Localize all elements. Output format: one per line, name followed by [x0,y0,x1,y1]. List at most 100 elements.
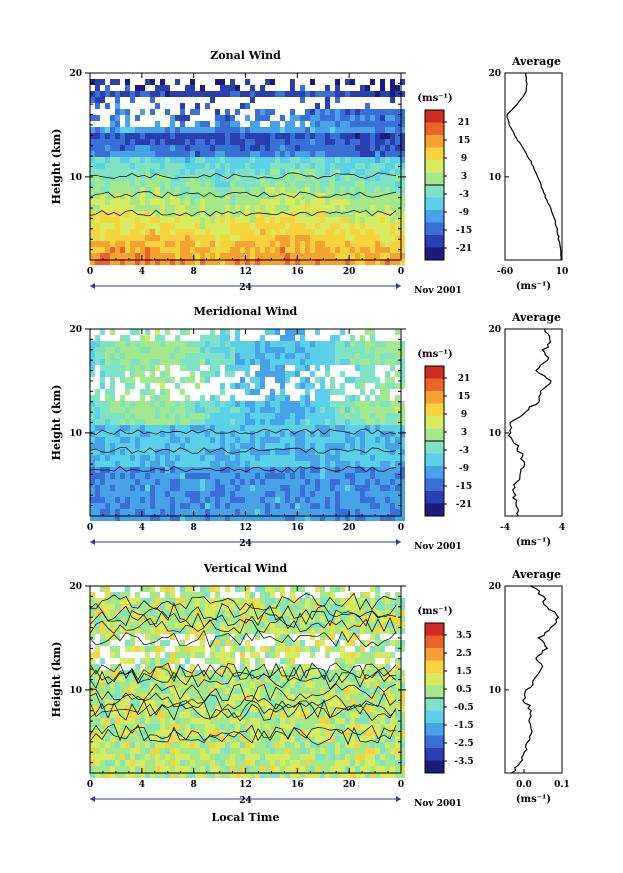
colorbar-tick-label: -3 [459,190,469,200]
colorbar-tick-label: -0.5 [454,703,473,713]
contour-line [89,592,397,611]
average-x-tick-label: 4 [559,523,565,533]
colorbar-tick-label: -15 [456,226,472,236]
x-tick-label: 0 [398,267,404,277]
colorbar-unit: (ms⁻¹) [417,606,452,617]
date-label: Nov 2001 [414,542,462,552]
day-bar-arrow-left [90,796,95,802]
colorbar-segment [425,197,444,211]
heatmap-field [89,79,405,265]
x-tick-label: 16 [291,523,304,533]
contour-line [89,172,397,180]
x-tick-label: 0 [87,780,93,790]
colorbar-segment [425,391,444,404]
x-tick-label: 0 [87,523,93,533]
colorbar-segment [425,673,444,686]
average-x-tick-label: 0.0 [516,780,532,790]
average-line [511,585,560,774]
colorbar-segment [425,466,444,479]
colorbar-segment [425,735,444,749]
colorbar: 3.5 2.5 1.5 0.5 -0.5 -1.5 -2.5 -3.5 [424,622,474,774]
colorbar-segment [425,760,444,774]
colorbar-segment [425,453,444,467]
colorbar-segment [425,403,444,417]
contour-line [89,726,397,746]
y-axis-label: Height (km) [50,642,63,718]
x-tick-label: 8 [191,267,197,277]
x-tick-label: 12 [239,780,252,790]
y-tick-label: 20 [69,325,82,335]
colorbar-segment [425,648,444,661]
colorbar-segment [425,503,444,517]
y-axis-label: Height (km) [50,129,63,205]
colorbar-unit: (ms⁻¹) [417,93,452,104]
panel-title: Meridional Wind [194,305,298,318]
contour-line [89,702,397,722]
contour-line [89,723,397,742]
day-bar-arrow-left [90,283,95,289]
colorbar-segment [425,685,444,699]
colorbar-tick-label: 15 [458,136,471,146]
colorbar-tick-label: -1.5 [454,721,473,731]
contour-line [89,602,397,622]
contour-line [89,662,397,681]
colorbar-tick-label: -3 [459,446,469,456]
average-title: Average [511,568,561,581]
panel-title: Zonal Wind [210,49,281,62]
colorbar: 21 15 9 3 -3 -9 -15 -21 [424,365,472,517]
day-label: 24 [239,796,252,806]
contour-line [89,629,397,648]
day-bar-arrow-left [90,539,95,545]
colorbar-tick-label: 3 [461,172,467,182]
contour-line [89,699,397,719]
date-label: Nov 2001 [414,799,462,809]
heatmap-field [89,586,405,778]
colorbar: 21 15 9 3 -3 -9 -15 -21 [424,109,472,261]
contour-line [89,209,397,217]
x-tick-label: 4 [139,780,145,790]
colorbar-tick-label: 0.5 [456,685,472,695]
contour-line [89,683,397,703]
colorbar-tick-label: -21 [456,500,472,510]
average-y-tick-label: 20 [488,69,501,79]
colorbar-tick-label: -15 [456,482,472,492]
colorbar-segment [425,710,444,724]
x-tick-label: 4 [139,523,145,533]
colorbar-segment [425,222,444,236]
colorbar-segment [425,172,444,186]
colorbar-segment [425,478,444,492]
colorbar-segment [425,491,444,504]
panel-3: Vertical Wind 20 10 Height (km) 0 4 8 12 16 20 0 24… [50,562,570,824]
x-tick-label: 20 [343,267,356,277]
colorbar-tick-label: 21 [458,374,471,384]
colorbar-tick-label: 15 [458,392,471,402]
colorbar-segment [425,210,444,223]
average-y-tick-label: 10 [488,686,501,696]
colorbar-segment [425,698,444,711]
colorbar-segment [425,428,444,442]
average-title: Average [511,311,561,324]
colorbar-tick-label: -9 [459,208,469,218]
average-unit: (ms⁻¹) [516,537,551,548]
colorbar-tick-label: 1.5 [456,667,472,677]
colorbar-segment [425,723,444,736]
x-tick-label: 20 [343,523,356,533]
contour-line [89,428,397,435]
colorbar-segment [425,135,444,148]
panel-1: Zonal Wind 20 10 Height (km) 0 4 8 12 16 20 0 24 Nov… [50,49,568,296]
average-x-tick-label: 0.1 [554,780,570,790]
average-x-tick-label: -4 [500,523,510,533]
colorbar-segment [425,635,444,649]
y-tick-label: 20 [69,69,82,79]
y-tick-label: 20 [69,582,82,592]
colorbar-segment [425,378,444,392]
colorbar-tick-label: 9 [461,154,467,164]
day-bar-arrow-right [396,539,401,545]
x-tick-label: 20 [343,780,356,790]
x-tick-label: 12 [239,267,252,277]
colorbar-segment [425,623,444,636]
colorbar-segment [425,660,444,674]
heatmap-field [89,329,405,521]
colorbar-tick-label: 9 [461,410,467,420]
